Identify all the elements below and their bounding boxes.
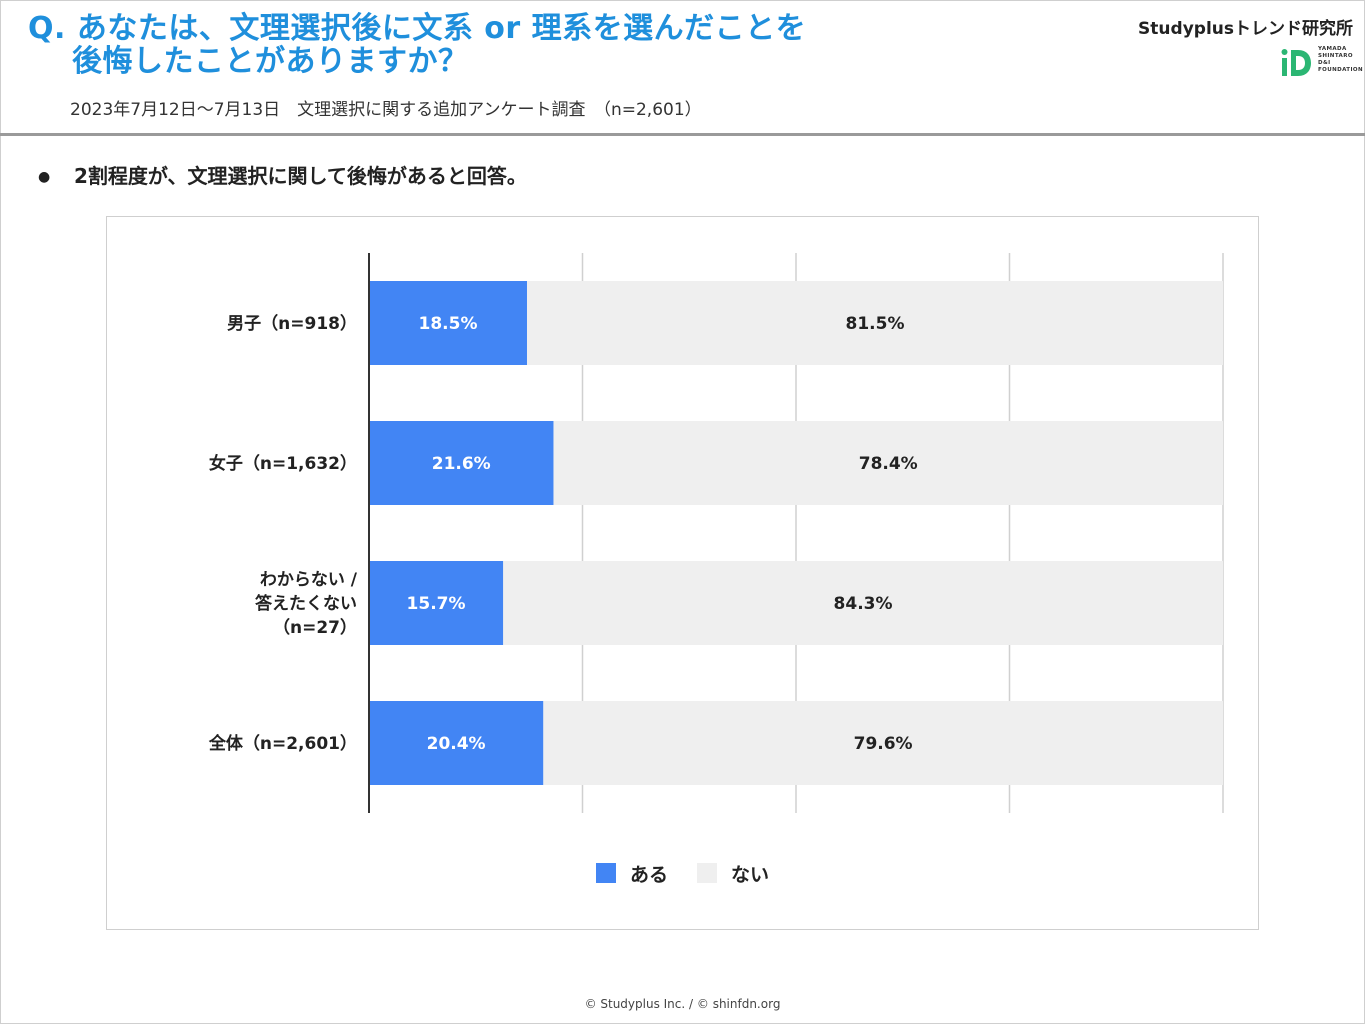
category-label: 全体（n=2,601） [208,733,357,754]
chart-container: 18.5% 81.5% 男子（n=918） 21.6% 78.4% 女子（n=1,632）… [106,216,1259,930]
category-label: （n=27） [273,617,357,638]
category-label: 男子（n=918） [227,313,357,334]
data-label-nai: 79.6% [854,734,913,754]
bullet-dot: ● [38,169,51,185]
bar-nai [526,281,1223,365]
data-label-aru: 21.6% [432,454,491,474]
data-label-aru: 18.5% [419,314,478,334]
bar-nai [543,701,1223,785]
bar-aru [369,421,554,505]
foundation-logo-icon [1281,49,1311,76]
legend-swatch-aru [596,863,616,883]
header: Q. あなたは、文理選択後に文系 or 理系を選んだことを 後悔したことがありま… [0,0,1365,135]
data-label-aru: 20.4% [427,734,486,754]
foundation-logo: YAMADA SHINTARO D&I FOUNDATION [1280,46,1363,80]
question-line-2: 後悔したことがありますか？ [72,44,469,79]
category-label: わからない / [260,570,358,590]
logo-text: YAMADA SHINTARO D&I FOUNDATION [1318,46,1363,73]
bar-aru [369,561,504,645]
legend-label-nai: ない [731,864,769,886]
bar-aru [369,281,527,365]
legend-swatch-nai [697,863,717,883]
question-line-1: Q. あなたは、文理選択後に文系 or 理系を選んだことを [28,11,807,46]
stacked-bar-chart: 18.5% 81.5% 男子（n=918） 21.6% 78.4% 女子（n=1,632）… [208,253,1224,886]
bar-nai [553,421,1223,505]
data-label-aru: 15.7% [407,594,466,614]
bar-nai [503,561,1223,645]
data-label-nai: 78.4% [859,454,918,474]
summary-text: 2割程度が、文理選択に関して後悔があると回答。 [74,164,527,188]
category-label: 女子（n=1,632） [209,453,357,474]
footer-copyright: © Studyplus Inc. / © shinfdn.org [584,997,781,1011]
question-title: Q. あなたは、文理選択後に文系 or 理系を選んだことを 後悔したことがありま… [28,12,948,78]
summary-bullet: ● 2割程度が、文理選択に関して後悔があると回答。 [38,160,527,189]
data-label-nai: 81.5% [846,314,905,334]
data-label-nai: 84.3% [834,594,893,614]
survey-note: 2023年7月12日～7月13日 文理選択に関する追加アンケート調査 （n=2,… [70,100,702,120]
legend-label-aru: ある [630,864,668,886]
brand-name: Studyplusトレンド研究所 [1138,19,1353,39]
header-divider [0,133,1365,136]
bar-aru [369,701,544,785]
category-label: 答えたくない [255,593,357,614]
